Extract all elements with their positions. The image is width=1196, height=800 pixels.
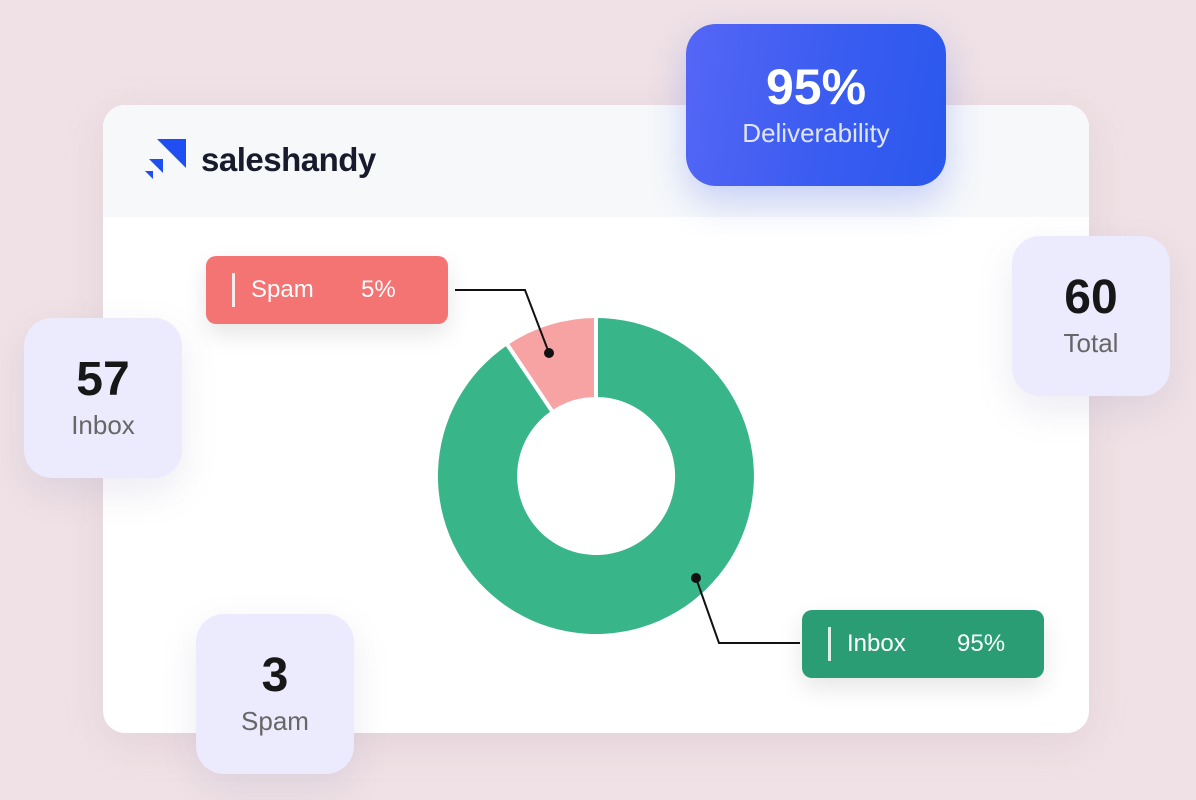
deliverability-value: 95% (765, 59, 867, 116)
spam-label: Spam (241, 705, 309, 736)
inbox-count: 57 (76, 353, 130, 407)
inbox-callout-label: Inbox (847, 630, 906, 657)
brand-logo: saleshandy (145, 139, 376, 181)
slice-gap (504, 341, 555, 414)
inbox-callout: Inbox 95% (802, 610, 1044, 678)
callout-marker (232, 273, 235, 307)
total-label: Total (1063, 327, 1119, 358)
inbox-label: Inbox (71, 409, 135, 440)
spam-leader-line (455, 289, 554, 358)
inbox-leader-line (691, 573, 800, 644)
donut-slice-spam[interactable] (507, 318, 596, 411)
donut-chart (437, 289, 800, 644)
spam-count: 3 (261, 649, 289, 703)
callout-marker (828, 627, 831, 661)
spam-callout-label: Spam (251, 276, 314, 303)
deliverability-label: Deliverability (742, 117, 890, 148)
total-count: 60 (1064, 271, 1118, 325)
deliverability-badge: 95% Deliverability (686, 24, 946, 186)
inbox-stat-card: 57 Inbox (24, 318, 182, 478)
spam-stat-card: 3 Spam (196, 614, 354, 774)
spam-callout-value: 5% (361, 276, 396, 303)
saleshandy-logo-icon (145, 139, 186, 179)
total-stat-card: 60 Total (1012, 236, 1170, 396)
inbox-callout-value: 95% (957, 630, 1006, 657)
donut-slice-inbox[interactable] (437, 318, 754, 634)
spam-callout: Spam 5% (206, 256, 448, 324)
brand-name: saleshandy (201, 141, 376, 178)
